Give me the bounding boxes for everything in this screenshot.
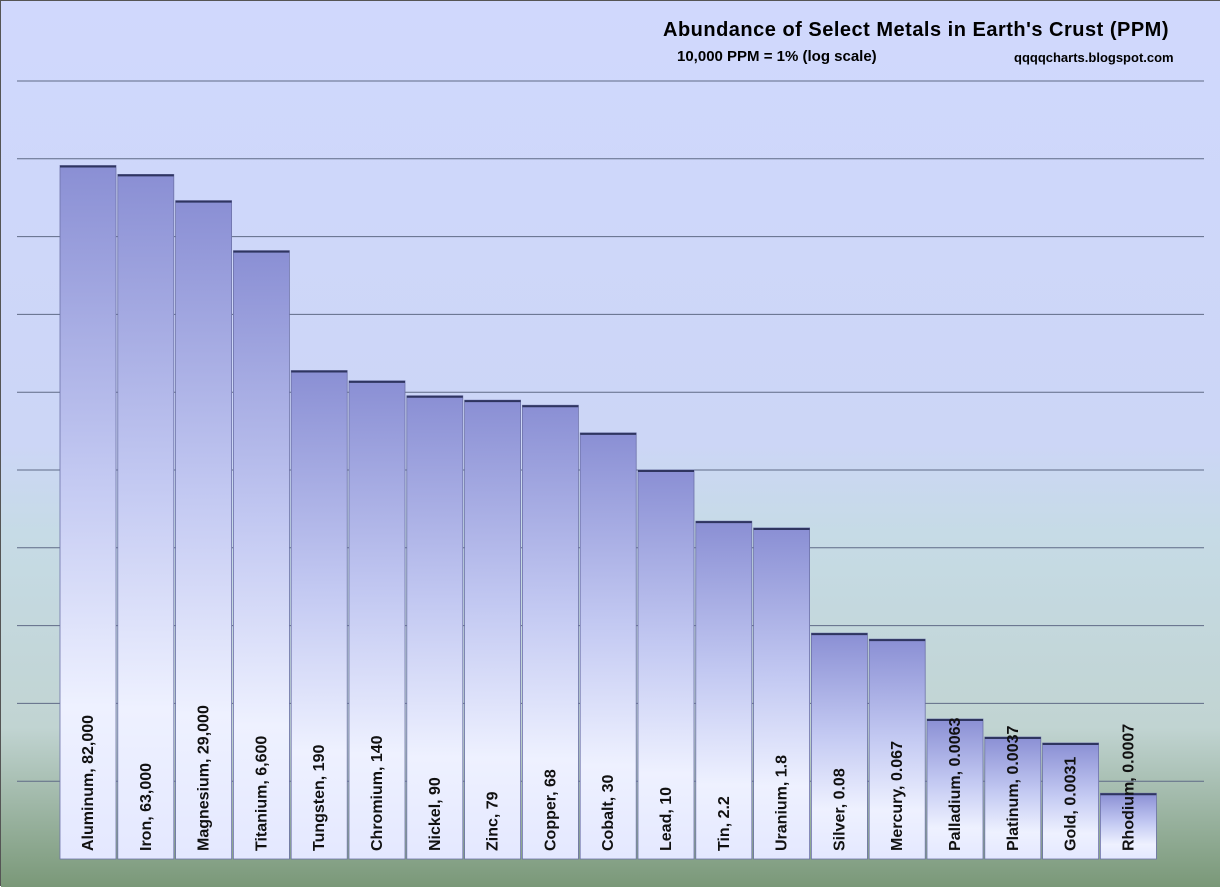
bar-label: Magnesium, 29,000 bbox=[196, 705, 213, 851]
bar bbox=[868, 638, 926, 860]
bar-labels: Aluminum, 82,000 Iron, 63,000 Magnesium, 2… bbox=[80, 705, 1137, 851]
bar-label: Chromium, 140 bbox=[369, 735, 386, 851]
bar bbox=[406, 395, 464, 860]
bar bbox=[1042, 742, 1099, 860]
bar-label: Rhodium, 0.0007 bbox=[1120, 724, 1137, 851]
bar bbox=[232, 250, 290, 860]
bar-mercury bbox=[868, 638, 926, 860]
bar bbox=[522, 404, 579, 860]
bar-label: Iron, 63,000 bbox=[138, 763, 155, 851]
bar-platinum bbox=[984, 736, 1042, 860]
bar bbox=[117, 174, 175, 860]
bar-label: Lead, 10 bbox=[658, 787, 675, 851]
bar-label: Cobalt, 30 bbox=[600, 774, 617, 851]
bar-magnesium bbox=[175, 200, 233, 860]
bar-label: Silver, 0.08 bbox=[831, 768, 848, 851]
bar bbox=[1100, 792, 1157, 860]
bar-gold bbox=[1042, 742, 1099, 860]
bar bbox=[695, 520, 753, 860]
bar-lead bbox=[637, 469, 695, 860]
bar-label: Tin, 2.2 bbox=[716, 796, 733, 851]
bar-silver bbox=[811, 632, 868, 860]
bar-label: Aluminum, 82,000 bbox=[80, 715, 97, 851]
bar-label: Tungsten, 190 bbox=[311, 745, 328, 851]
bar-zinc bbox=[464, 399, 522, 860]
bar-label: Nickel, 90 bbox=[427, 777, 444, 851]
bar-titanium bbox=[232, 250, 290, 860]
chart-subtitle: 10,000 PPM = 1% (log scale) bbox=[677, 48, 877, 65]
bar-label: Palladium, 0.0063 bbox=[947, 717, 964, 851]
bar-nickel bbox=[406, 395, 464, 860]
bar-chromium bbox=[348, 380, 406, 860]
bar bbox=[579, 432, 637, 860]
bar-tin bbox=[695, 520, 753, 860]
bar bbox=[811, 632, 868, 860]
bar-copper bbox=[522, 404, 579, 860]
bar bbox=[59, 165, 117, 860]
bar bbox=[464, 399, 522, 860]
bar bbox=[175, 200, 233, 860]
bar-tungsten bbox=[290, 370, 348, 860]
bar bbox=[290, 370, 348, 860]
bar-label: Uranium, 1.8 bbox=[774, 755, 791, 851]
bar-label: Zinc, 79 bbox=[485, 791, 502, 851]
bar-rhodium bbox=[1100, 792, 1157, 860]
source-credit: qqqqcharts.blogspot.com bbox=[1014, 50, 1174, 65]
bar-cobalt bbox=[579, 432, 637, 860]
bar-label: Platinum, 0.0037 bbox=[1005, 726, 1022, 851]
bar-label: Copper, 68 bbox=[542, 769, 559, 851]
bar-iron bbox=[117, 174, 175, 860]
bar bbox=[753, 527, 810, 860]
bar-label: Mercury, 0.067 bbox=[889, 741, 906, 851]
bar-uranium bbox=[753, 527, 810, 860]
chart-title: Abundance of Select Metals in Earth's Cr… bbox=[663, 19, 1170, 41]
bar-label: Gold, 0.0031 bbox=[1063, 757, 1080, 851]
bar bbox=[348, 380, 406, 860]
bar bbox=[984, 736, 1042, 860]
bars bbox=[59, 165, 1157, 860]
bar-palladium bbox=[926, 718, 984, 860]
bar-aluminum bbox=[59, 165, 117, 860]
bar-label: Titanium, 6,600 bbox=[253, 736, 270, 851]
bar bbox=[926, 718, 984, 860]
